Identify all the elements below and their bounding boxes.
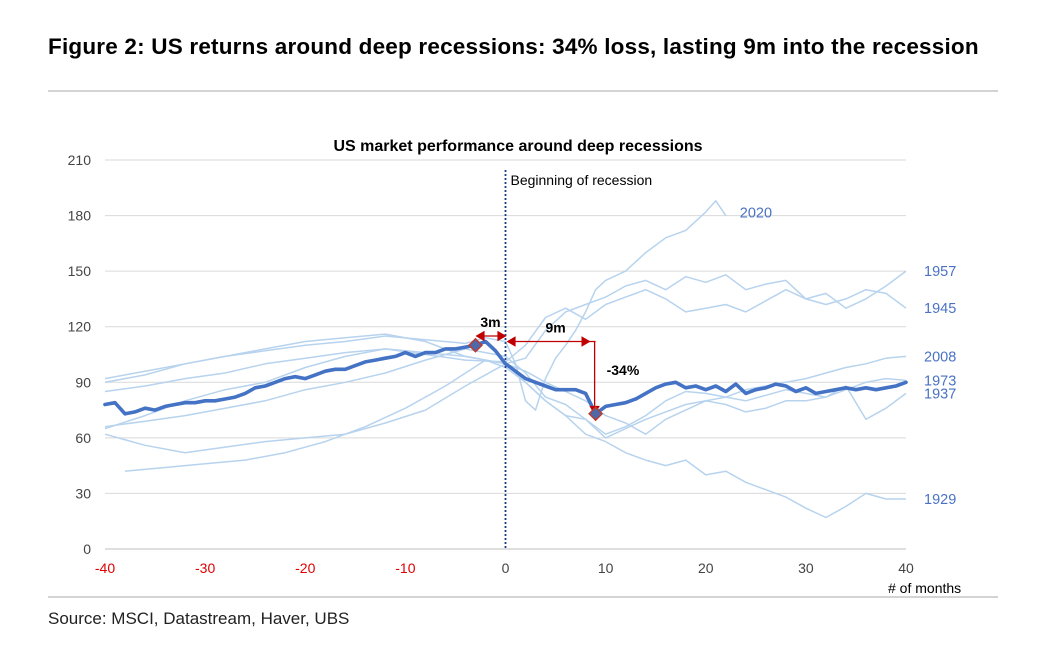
diamond-marker [467,337,483,353]
y-axis-ticks: 0 30 60 90 120 150 180 210 [68,152,92,557]
x-axis-ticks: -40 -30 -20 -10 0 10 20 30 40 [95,560,914,576]
x-tick-label: 20 [698,560,714,576]
y-tick-label: 0 [83,541,91,557]
y-tick-label: 210 [68,152,92,168]
x-axis-label: # of months [888,580,961,596]
series-label-1929: 1929 [924,492,956,508]
arrow-3m-head-left [475,330,485,342]
y-tick-label: 30 [75,485,91,501]
recession-start-line: Beginning of recession [504,170,653,549]
arrow-9m-head-left [506,336,516,347]
x-tick-label: -20 [295,560,315,576]
series-line-1945 [104,288,907,430]
arrow-3m-head-right [497,330,507,342]
annotation-9m: 9m [545,320,565,336]
x-tick-label: 10 [598,560,614,576]
series-line-1973 [104,348,907,435]
series-line-2008 [104,333,907,435]
annotation-34pct: -34% [607,362,640,378]
y-tick-label: 120 [68,319,92,335]
series-line-1937 [104,363,907,454]
chart-title: US market performance around deep recess… [333,138,702,155]
x-tick-label: 0 [502,560,510,576]
annotations: 3m 9m -34% [475,314,640,415]
series-line-1929 [124,359,906,519]
arrow-9m-head-right [581,336,591,347]
series-label-2008: 2008 [924,349,956,365]
y-tick-label: 60 [75,430,91,446]
x-tick-label: 40 [898,560,914,576]
light-series-lines [104,200,907,519]
y-tick-label: 180 [68,208,92,224]
series-label-1945: 1945 [924,301,956,317]
y-tick-label: 150 [68,263,92,279]
top-divider [48,90,998,92]
x-tick-label: -30 [195,560,215,576]
series-label-1957: 1957 [924,264,956,280]
recession-label: Beginning of recession [511,172,653,188]
main-series-line [103,339,908,416]
annotation-3m: 3m [480,314,500,330]
diamond-marker [588,406,604,422]
y-tick-label: 90 [75,374,91,390]
figure-title: Figure 2: US returns around deep recessi… [48,34,979,59]
series-label-2020: 2020 [740,206,772,222]
series-label-1937: 1937 [924,386,956,402]
bottom-divider [48,596,998,598]
source-note: Source: MSCI, Datastream, Haver, UBS [48,609,350,628]
series-line-2020 [104,200,727,411]
x-tick-label: -10 [395,560,415,576]
markers [467,337,604,422]
series-label-1973: 1973 [924,373,956,389]
x-tick-label: -40 [95,560,115,576]
x-tick-label: 30 [798,560,814,576]
